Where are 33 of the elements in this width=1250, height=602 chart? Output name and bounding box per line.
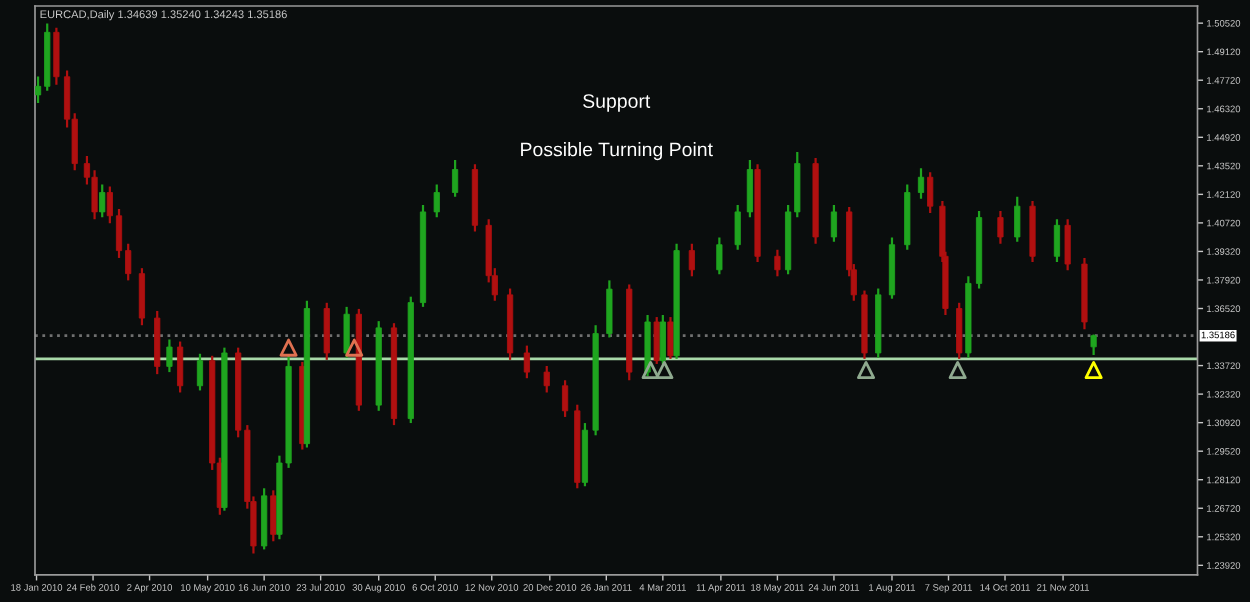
- candlestick: [196, 352, 204, 392]
- candlestick: [716, 236, 723, 276]
- candlestick: [433, 183, 440, 219]
- candlestick: [606, 279, 613, 339]
- candlestick: [270, 489, 277, 543]
- candlestick: [523, 344, 530, 380]
- candlestick: [1014, 195, 1021, 243]
- candlestick: [667, 315, 674, 360]
- candlestick: [956, 301, 963, 360]
- annotation: Support: [583, 94, 651, 112]
- candlestick: [1053, 218, 1061, 264]
- candlestick: [1064, 218, 1071, 272]
- candlestick: [99, 183, 106, 219]
- candlestick: [830, 203, 838, 243]
- candlestick: [746, 159, 754, 219]
- candlestick: [917, 167, 925, 200]
- candlestick: [734, 203, 741, 251]
- candlestick: [452, 159, 459, 198]
- candlestick: [927, 171, 934, 215]
- candlestick: [138, 267, 146, 327]
- candlestick: [653, 315, 660, 366]
- candlestick: [177, 340, 184, 394]
- candlestick: [53, 26, 60, 86]
- candlestick: [997, 209, 1004, 245]
- candlestick: [774, 248, 781, 278]
- candlestick: [561, 379, 569, 419]
- annotation: Possible Turning Point: [521, 142, 713, 161]
- candlestick: [688, 242, 695, 278]
- candlestick: [543, 364, 550, 394]
- candlestick: [659, 313, 666, 366]
- candlestick: [323, 301, 330, 361]
- candlestick: [343, 305, 350, 359]
- candlestick: [166, 338, 173, 374]
